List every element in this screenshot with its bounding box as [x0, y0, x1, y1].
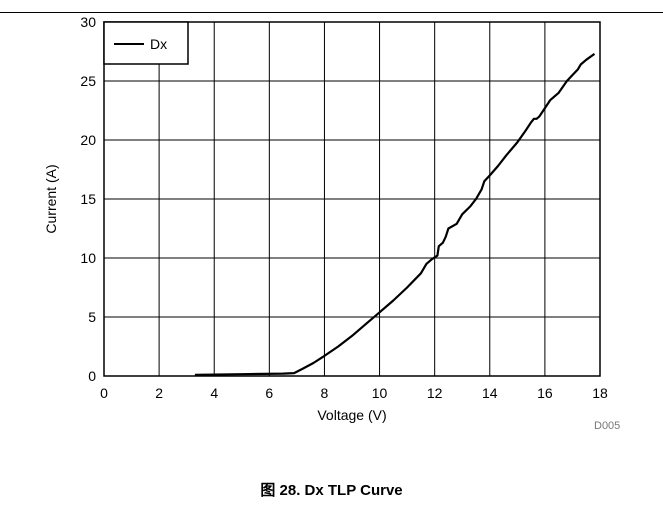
- y-axis-label: Current (A): [43, 164, 59, 233]
- x-tick-label: 12: [427, 385, 443, 401]
- y-tick-label: 15: [80, 191, 96, 207]
- tick-labels: 0 2 4 6 8 10 12 14 16 18 0 5 10 15 20 25 30: [80, 14, 608, 401]
- plot-frame: [103, 21, 601, 377]
- top-rule: [0, 12, 663, 13]
- y-tick-label: 20: [80, 132, 96, 148]
- x-tick-label: 18: [592, 385, 608, 401]
- series-line-dx: [194, 53, 596, 376]
- y-tick-label: 30: [80, 14, 96, 30]
- figure-caption: 图 28. Dx TLP Curve: [260, 482, 403, 499]
- x-tick-label: 4: [210, 385, 218, 401]
- tlp-chart: 0 2 4 6 8 10 12 14 16 18 0 5 10 15 20 25 30 Dx Voltage (…: [43, 14, 608, 423]
- grid: [103, 21, 601, 377]
- y-tick-label: 5: [88, 309, 96, 325]
- x-axis-label: Voltage (V): [317, 407, 386, 423]
- y-tick-label: 10: [80, 250, 96, 266]
- x-tick-label: 14: [482, 385, 498, 401]
- legend-label: Dx: [150, 36, 167, 52]
- y-tick-label: 25: [80, 73, 96, 89]
- x-tick-label: 6: [265, 385, 273, 401]
- x-tick-label: 16: [537, 385, 553, 401]
- y-tick-label: 0: [88, 368, 96, 384]
- legend: Dx: [103, 21, 189, 65]
- x-tick-label: 0: [100, 385, 108, 401]
- x-tick-label: 10: [372, 385, 388, 401]
- series-layer: [194, 53, 596, 376]
- figure-code: D005: [594, 420, 621, 432]
- x-tick-label: 8: [321, 385, 329, 401]
- x-tick-label: 2: [155, 385, 163, 401]
